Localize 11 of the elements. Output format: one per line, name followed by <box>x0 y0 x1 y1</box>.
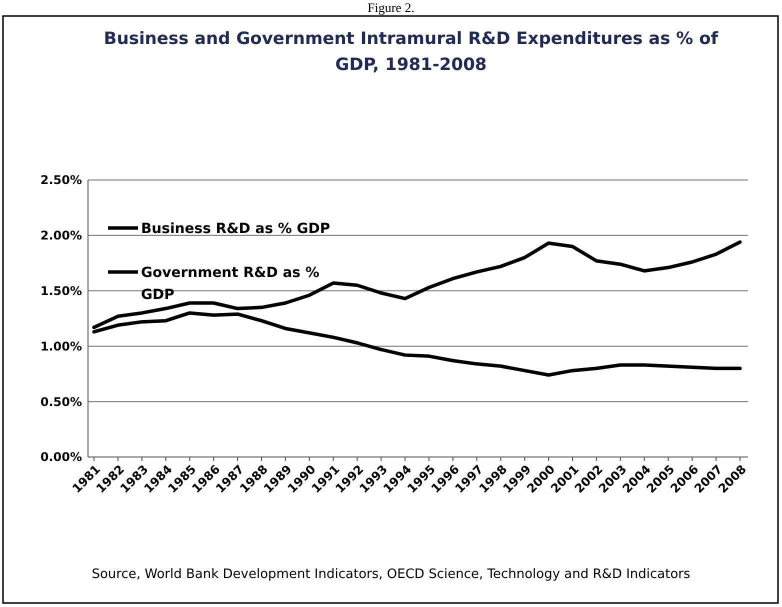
y-tick-label: 0.00% <box>40 450 82 464</box>
chart-title: Business and Government Intramural R&D Expenditures as % of GDP, 1981-2008 <box>104 29 719 75</box>
legend-label: Business R&D as % GDP <box>141 220 330 237</box>
y-tick-label: 1.00% <box>40 339 82 354</box>
y-tick-label: 2.50% <box>40 173 82 188</box>
y-tick-label: 0.50% <box>40 394 82 409</box>
y-tick-label: 1.50% <box>40 284 82 298</box>
source-note: Source, World Bank Development Indicators, OECD Science, Technology and R&D Indicators <box>92 567 691 582</box>
caption: Figure 2. <box>368 0 414 15</box>
y-tick-label: 2.00% <box>40 228 82 243</box>
legend-label: Government R&D as % GDP <box>141 264 320 303</box>
